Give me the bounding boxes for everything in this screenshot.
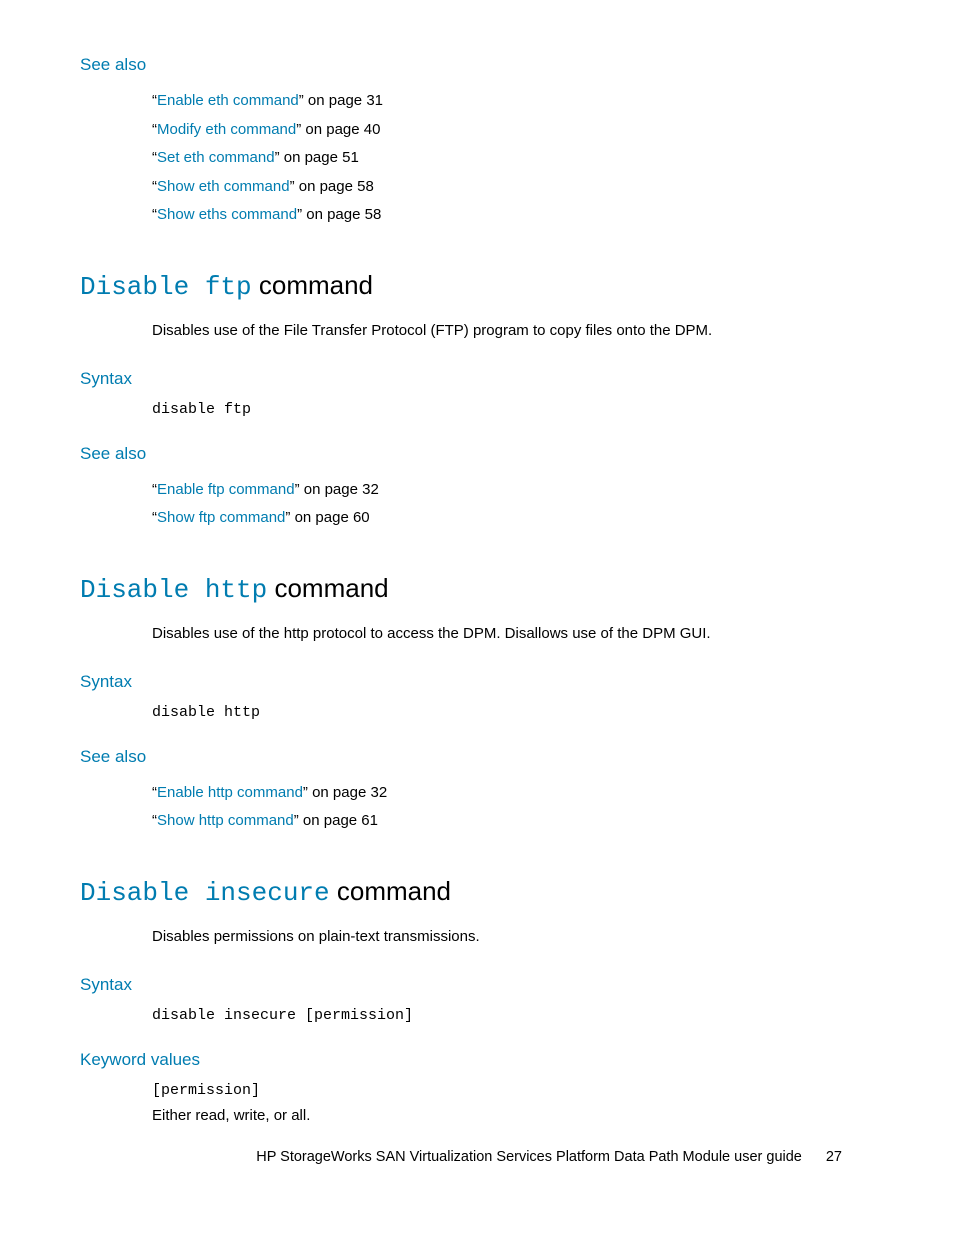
xref-suffix: ” on page 60 (285, 509, 369, 526)
xref-link[interactable]: Show http command (157, 812, 294, 829)
xref-suffix: ” on page 32 (295, 481, 379, 498)
see-also-list: “Enable http command” on page 32 “Show h… (80, 779, 874, 836)
heading-mono: Disable ftp (80, 272, 252, 302)
heading-mono: Disable http (80, 575, 267, 605)
xref-suffix: ” on page 58 (297, 206, 381, 223)
xref-item: “Show ftp command” on page 60 (152, 504, 874, 533)
section-description: Disables use of the File Transfer Protoc… (80, 320, 874, 341)
xref-link[interactable]: Show ftp command (157, 509, 285, 526)
see-also-list-top: “Enable eth command” on page 31 “Modify … (80, 87, 874, 230)
xref-suffix: ” on page 61 (294, 812, 378, 829)
section-description: Disables use of the http protocol to acc… (80, 623, 874, 644)
xref-item: “Show http command” on page 61 (152, 807, 874, 836)
syntax-code: disable insecure [permission] (80, 1007, 874, 1024)
section-heading-disable-http: Disable http command (80, 573, 874, 605)
heading-rest: command (330, 876, 451, 906)
syntax-code: disable http (80, 704, 874, 721)
heading-rest: command (267, 573, 388, 603)
section-heading-disable-ftp: Disable ftp command (80, 270, 874, 302)
xref-item: “Enable eth command” on page 31 (152, 87, 874, 116)
heading-rest: command (252, 270, 373, 300)
xref-link[interactable]: Show eth command (157, 178, 290, 195)
see-also-heading: See also (80, 55, 874, 75)
syntax-heading: Syntax (80, 672, 874, 692)
keyword-values-block: [permission] Either read, write, or all. (80, 1082, 874, 1124)
syntax-heading: Syntax (80, 975, 874, 995)
xref-item: “Enable ftp command” on page 32 (152, 476, 874, 505)
xref-item: “Enable http command” on page 32 (152, 779, 874, 808)
footer-text: HP StorageWorks SAN Virtualization Servi… (256, 1149, 802, 1165)
xref-link[interactable]: Set eth command (157, 149, 275, 166)
see-also-heading: See also (80, 444, 874, 464)
section-heading-disable-insecure: Disable insecure command (80, 876, 874, 908)
xref-link[interactable]: Show eths command (157, 206, 297, 223)
xref-suffix: ” on page 51 (275, 149, 359, 166)
xref-item: “Show eth command” on page 58 (152, 173, 874, 202)
keyword-description: Either read, write, or all. (152, 1107, 874, 1124)
xref-link[interactable]: Enable ftp command (157, 481, 295, 498)
xref-link[interactable]: Enable eth command (157, 92, 299, 109)
section-description: Disables permissions on plain-text trans… (80, 926, 874, 947)
xref-link[interactable]: Modify eth command (157, 121, 296, 138)
xref-link[interactable]: Enable http command (157, 784, 303, 801)
xref-item: “Set eth command” on page 51 (152, 144, 874, 173)
see-also-heading: See also (80, 747, 874, 767)
xref-suffix: ” on page 40 (296, 121, 380, 138)
see-also-list: “Enable ftp command” on page 32 “Show ft… (80, 476, 874, 533)
page-footer: HP StorageWorks SAN Virtualization Servi… (256, 1149, 842, 1165)
keyword-values-heading: Keyword values (80, 1050, 874, 1070)
xref-item: “Modify eth command” on page 40 (152, 116, 874, 145)
heading-mono: Disable insecure (80, 878, 330, 908)
xref-suffix: ” on page 58 (290, 178, 374, 195)
keyword-name: [permission] (152, 1082, 874, 1099)
syntax-heading: Syntax (80, 369, 874, 389)
xref-item: “Show eths command” on page 58 (152, 201, 874, 230)
page-number: 27 (826, 1149, 842, 1165)
xref-suffix: ” on page 32 (303, 784, 387, 801)
syntax-code: disable ftp (80, 401, 874, 418)
xref-suffix: ” on page 31 (299, 92, 383, 109)
